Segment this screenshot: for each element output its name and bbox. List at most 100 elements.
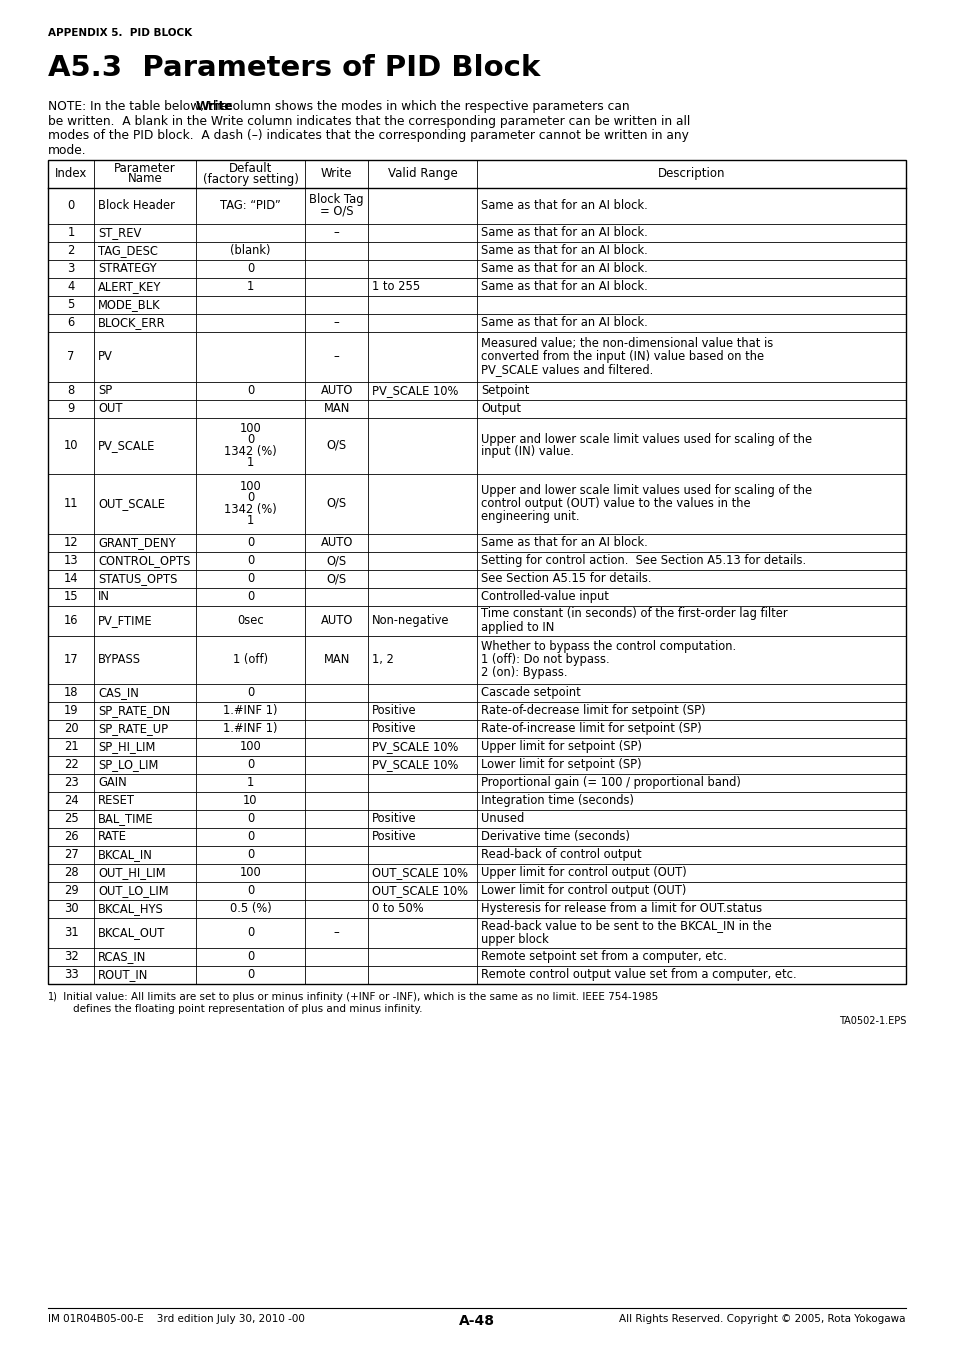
Text: 100: 100 [239, 421, 261, 435]
Text: 10: 10 [243, 794, 257, 807]
Text: SP_RATE_DN: SP_RATE_DN [98, 703, 171, 717]
Text: Same as that for an AI block.: Same as that for an AI block. [480, 225, 647, 239]
Text: 6: 6 [68, 316, 74, 329]
Text: 0 to 50%: 0 to 50% [372, 902, 423, 915]
Text: Block Tag: Block Tag [309, 193, 364, 207]
Text: Remote control output value set from a computer, etc.: Remote control output value set from a c… [480, 968, 796, 981]
Text: 16: 16 [64, 614, 78, 626]
Text: 0: 0 [247, 926, 253, 940]
Text: GRANT_DENY: GRANT_DENY [98, 536, 175, 549]
Text: 0: 0 [247, 811, 253, 825]
Text: See Section A5.15 for details.: See Section A5.15 for details. [480, 572, 651, 585]
Text: OUT_LO_LIM: OUT_LO_LIM [98, 884, 169, 896]
Text: OUT_SCALE 10%: OUT_SCALE 10% [372, 865, 468, 879]
Text: defines the floating point representation of plus and minus infinity.: defines the floating point representatio… [60, 1003, 422, 1014]
Text: 0sec: 0sec [237, 614, 264, 626]
Text: modes of the PID block.  A dash (–) indicates that the corresponding parameter c: modes of the PID block. A dash (–) indic… [48, 130, 688, 142]
Text: 0: 0 [247, 884, 253, 896]
Text: SP: SP [98, 383, 112, 397]
Text: control output (OUT) value to the values in the: control output (OUT) value to the values… [480, 497, 750, 510]
Text: 1: 1 [247, 514, 253, 528]
Text: 31: 31 [64, 926, 78, 940]
Text: Parameter: Parameter [114, 162, 175, 174]
Text: 30: 30 [64, 902, 78, 915]
Text: AUTO: AUTO [320, 383, 353, 397]
Text: SP_LO_LIM: SP_LO_LIM [98, 757, 158, 771]
Text: 1342 (%): 1342 (%) [224, 502, 276, 516]
Text: RESET: RESET [98, 794, 135, 807]
Text: upper block: upper block [480, 933, 548, 945]
Text: engineering unit.: engineering unit. [480, 510, 578, 522]
Text: SP_RATE_UP: SP_RATE_UP [98, 722, 169, 734]
Text: Whether to bypass the control computation.: Whether to bypass the control computatio… [480, 640, 736, 653]
Text: 1 (off): Do not bypass.: 1 (off): Do not bypass. [480, 653, 609, 666]
Text: 0: 0 [247, 491, 253, 505]
Text: A5.3  Parameters of PID Block: A5.3 Parameters of PID Block [48, 54, 539, 82]
Text: STRATEGY: STRATEGY [98, 262, 157, 275]
Text: –: – [334, 225, 339, 239]
Text: TAG_DESC: TAG_DESC [98, 244, 158, 256]
Text: –: – [334, 926, 339, 940]
Text: 1.#INF 1): 1.#INF 1) [223, 703, 277, 717]
Text: 29: 29 [64, 884, 78, 896]
Text: ROUT_IN: ROUT_IN [98, 968, 149, 981]
Text: Write: Write [195, 100, 233, 113]
Text: Cascade setpoint: Cascade setpoint [480, 686, 580, 699]
Text: 24: 24 [64, 794, 78, 807]
Text: 0: 0 [247, 686, 253, 699]
Text: applied to IN: applied to IN [480, 621, 554, 633]
Text: 14: 14 [64, 572, 78, 585]
Text: 1: 1 [247, 279, 253, 293]
Text: 9: 9 [68, 402, 74, 414]
Text: BYPASS: BYPASS [98, 653, 141, 666]
Text: 18: 18 [64, 686, 78, 699]
Text: 0: 0 [247, 554, 253, 567]
Text: 100: 100 [239, 865, 261, 879]
Text: input (IN) value.: input (IN) value. [480, 446, 574, 459]
Text: Setting for control action.  See Section A5.13 for details.: Setting for control action. See Section … [480, 554, 805, 567]
Text: 17: 17 [64, 653, 78, 666]
Text: 0: 0 [247, 383, 253, 397]
Text: ALERT_KEY: ALERT_KEY [98, 279, 162, 293]
Text: 8: 8 [68, 383, 74, 397]
Text: 25: 25 [64, 811, 78, 825]
Bar [48, 159, 905, 984]
Text: Description: Description [657, 167, 724, 180]
Text: Same as that for an AI block.: Same as that for an AI block. [480, 244, 647, 256]
Text: BKCAL_IN: BKCAL_IN [98, 848, 153, 861]
Text: Proportional gain (= 100 / proportional band): Proportional gain (= 100 / proportional … [480, 776, 740, 788]
Text: OUT_HI_LIM: OUT_HI_LIM [98, 865, 166, 879]
Text: 27: 27 [64, 848, 78, 861]
Text: PV: PV [98, 350, 113, 363]
Text: MAN: MAN [323, 653, 350, 666]
Text: NOTE: In the table below, the: NOTE: In the table below, the [48, 100, 232, 113]
Text: Time constant (in seconds) of the first-order lag filter: Time constant (in seconds) of the first-… [480, 608, 787, 621]
Text: Same as that for an AI block.: Same as that for an AI block. [480, 198, 647, 212]
Text: Same as that for an AI block.: Same as that for an AI block. [480, 316, 647, 329]
Text: 32: 32 [64, 950, 78, 963]
Text: Write: Write [320, 167, 352, 180]
Text: 15: 15 [64, 590, 78, 603]
Text: 0: 0 [68, 198, 74, 212]
Text: 7: 7 [68, 350, 74, 363]
Text: 1, 2: 1, 2 [372, 653, 394, 666]
Text: Same as that for an AI block.: Same as that for an AI block. [480, 262, 647, 275]
Text: RCAS_IN: RCAS_IN [98, 950, 147, 963]
Text: Positive: Positive [372, 722, 416, 734]
Text: Integration time (seconds): Integration time (seconds) [480, 794, 634, 807]
Text: BKCAL_HYS: BKCAL_HYS [98, 902, 164, 915]
Text: OUT: OUT [98, 402, 123, 414]
Text: converted from the input (IN) value based on the: converted from the input (IN) value base… [480, 350, 763, 363]
Text: Derivative time (seconds): Derivative time (seconds) [480, 830, 629, 842]
Text: 1 to 255: 1 to 255 [372, 279, 420, 293]
Text: Block Header: Block Header [98, 198, 175, 212]
Text: 0.5 (%): 0.5 (%) [230, 902, 271, 915]
Text: Positive: Positive [372, 830, 416, 842]
Text: PV_SCALE 10%: PV_SCALE 10% [372, 740, 458, 753]
Text: 0: 0 [247, 968, 253, 981]
Text: 19: 19 [64, 703, 78, 717]
Text: PV_SCALE: PV_SCALE [98, 439, 155, 452]
Text: 22: 22 [64, 757, 78, 771]
Text: SP_HI_LIM: SP_HI_LIM [98, 740, 155, 753]
Text: Positive: Positive [372, 703, 416, 717]
